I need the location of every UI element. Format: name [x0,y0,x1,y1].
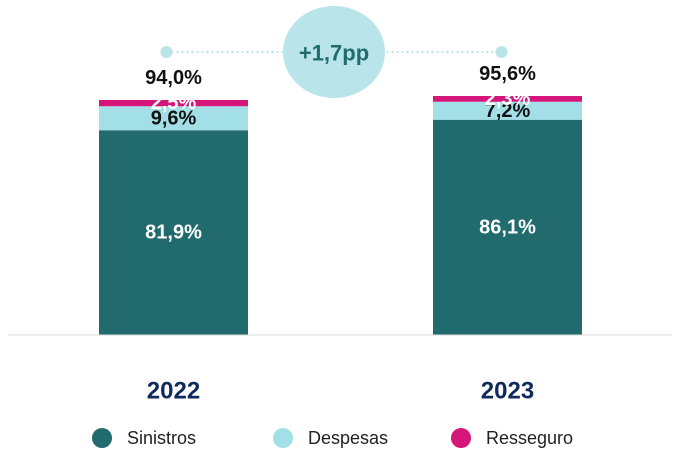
delta-label: +1,7pp [299,41,369,66]
data-labels: 81,9% 9,6%2,5% 94,0% 86,1% 7,2%2,3% 95,6% [145,63,536,244]
category-label-2023: 2023 [481,378,534,405]
bar-sinistros-2022 [99,130,248,335]
bar-sinistros-2023 [433,119,582,335]
connector-dot-2023 [495,46,508,58]
delta-bubble [283,6,385,98]
delta-connector: +1,7pp [160,6,508,98]
bar-despesas-2022 [99,106,248,131]
legend: Sinistros Despesas Resseguro [92,428,573,448]
category-label-2022: 2022 [147,378,200,405]
bars [99,96,582,335]
data-label-resseguro-2023: 2,3% [485,88,531,110]
legend-label-sinistros: Sinistros [127,428,196,448]
legend-marker-resseguro [451,428,471,448]
data-label-despesas-2023: 7,2% [485,100,531,122]
legend-marker-despesas [273,428,293,448]
legend-marker-sinistros [92,428,112,448]
total-label-2022: 94,0% [145,67,202,89]
bar-despesas-2023 [433,101,582,120]
data-label-sinistros-2022: 81,9% [145,222,202,244]
x-axis: 2022 2023 [8,334,672,405]
legend-label-despesas: Despesas [308,428,388,448]
connector-dot-2022 [160,46,173,58]
bar-resseguro-2023 [433,96,582,102]
data-label-resseguro-2022: 2,5% [151,92,197,114]
bar-resseguro-2022 [99,100,248,107]
legend-label-resseguro: Resseguro [486,428,573,448]
data-label-despesas-2022: 9,6% [151,107,197,129]
data-label-sinistros-2023: 86,1% [479,216,536,238]
total-label-2023: 95,6% [479,63,536,85]
